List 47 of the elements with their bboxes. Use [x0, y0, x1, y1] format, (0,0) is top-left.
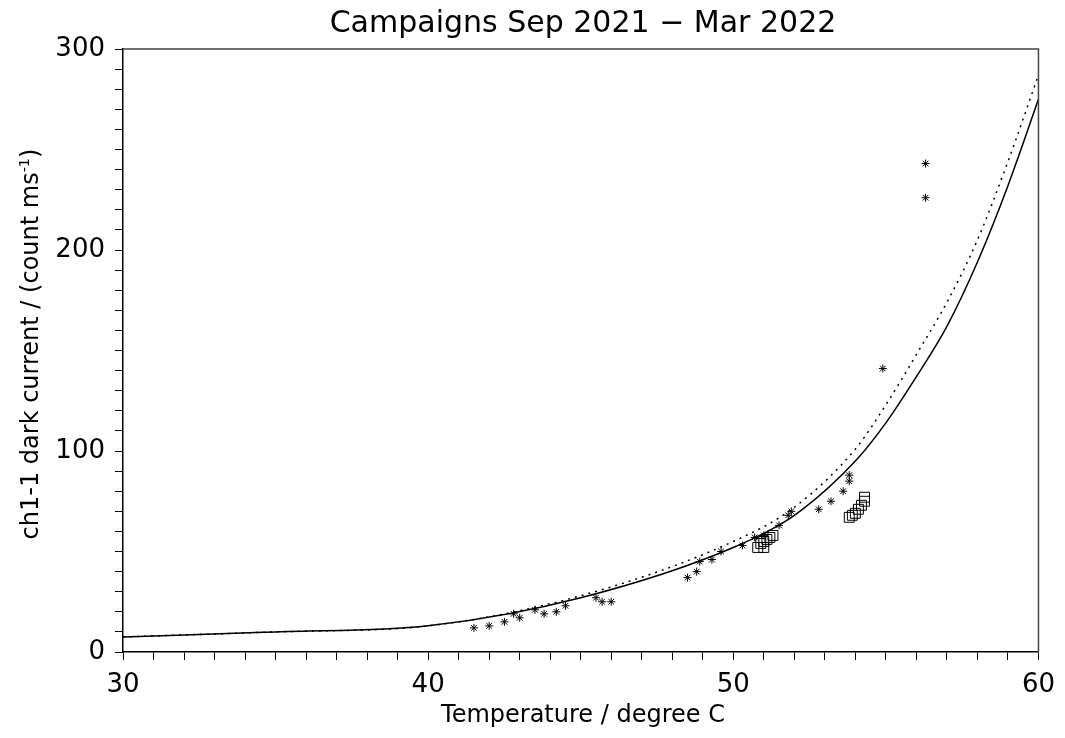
x-tick-label: 30 [106, 668, 140, 699]
point [826, 496, 836, 506]
point [737, 540, 747, 550]
point [707, 555, 717, 565]
point [750, 532, 760, 542]
point [774, 520, 784, 530]
point [716, 547, 726, 556]
y-tick-label: 300 [55, 31, 105, 62]
y-tick-label: 0 [88, 634, 105, 665]
point [597, 597, 607, 607]
point [878, 364, 888, 374]
point [695, 557, 705, 567]
point [844, 476, 854, 486]
point [838, 486, 848, 496]
y-tick-label: 200 [55, 232, 105, 263]
point [786, 506, 796, 516]
point [921, 193, 931, 203]
point [692, 567, 702, 577]
point [515, 613, 525, 623]
point [606, 597, 616, 607]
x-tick-label: 40 [411, 668, 445, 699]
point [852, 503, 864, 515]
point [560, 601, 570, 611]
point [509, 609, 519, 619]
point [551, 607, 561, 617]
point [921, 159, 931, 169]
point [752, 542, 764, 553]
point [759, 530, 769, 540]
point [859, 495, 870, 507]
point [530, 605, 540, 615]
point [539, 609, 549, 619]
y-tick-label: 100 [55, 433, 105, 464]
chart-title: Campaigns Sep 2021 − Mar 2022 [328, 4, 838, 39]
point [844, 470, 854, 480]
point [683, 573, 693, 583]
x-tick-label: 50 [716, 668, 750, 699]
point [499, 617, 509, 627]
point [856, 499, 867, 511]
point [469, 623, 479, 633]
point [591, 593, 601, 603]
point [484, 621, 494, 631]
x-axis-title: Temperature / degree C [440, 700, 726, 728]
point [859, 491, 870, 503]
x-tick-label: 60 [1021, 668, 1055, 699]
point [783, 510, 793, 520]
point [758, 542, 770, 553]
point [814, 504, 824, 514]
